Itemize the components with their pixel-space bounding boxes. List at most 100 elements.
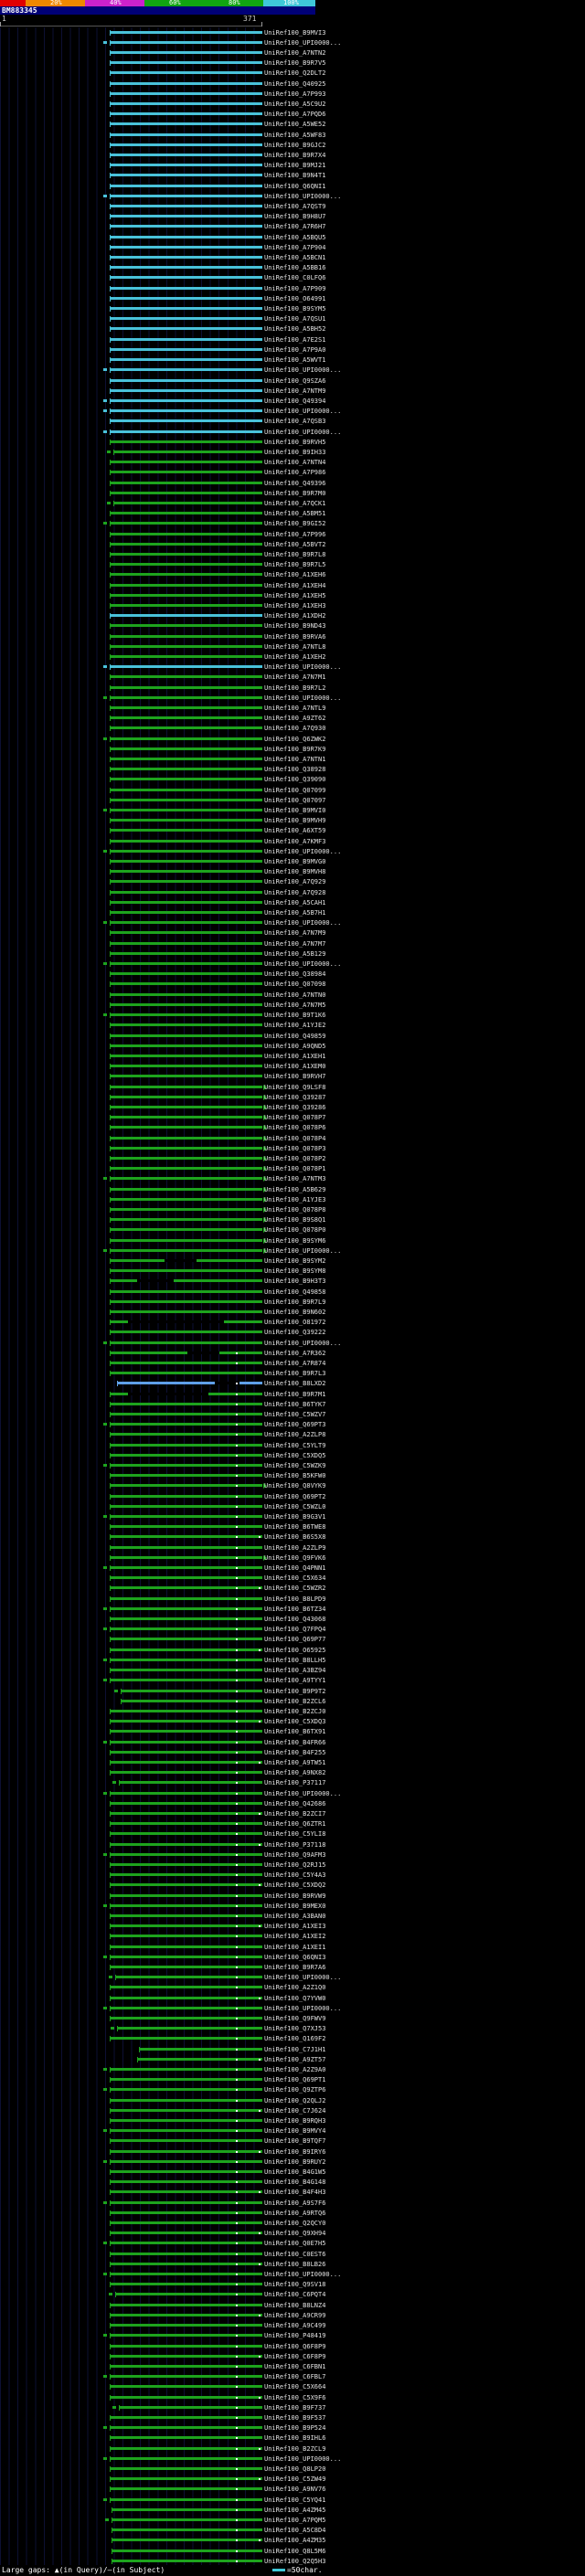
- gap-marker-dot: [236, 2325, 238, 2327]
- hit-row: UniRef100_A5BQU5: [0, 232, 585, 242]
- alignment-start-cap: [110, 2067, 111, 2073]
- hit-label: UniRef100_B9H8U7: [264, 213, 326, 221]
- gap-marker-dot: [259, 2478, 261, 2481]
- hit-row: UniRef100_A9QND5: [0, 1041, 585, 1051]
- hit-row: UniRef100_B9RVW9: [0, 1891, 585, 1901]
- gap-marker-dot: [236, 2549, 238, 2552]
- hit-label: UniRef100_A1XEH4: [264, 581, 326, 589]
- hit-label: UniRef100_Q07097: [264, 796, 326, 804]
- hit-label: UniRef100_Q9SZA6: [264, 376, 326, 385]
- alignment-fragment: [112, 1781, 116, 1785]
- hit-label: UniRef100_C6F8P9: [264, 2352, 326, 2360]
- arrow-right-icon: [263, 1483, 267, 1489]
- alignment-bar: [110, 2139, 262, 2143]
- alignment-start-cap: [110, 1125, 111, 1131]
- hit-row: UniRef100_B8LB26: [0, 2259, 585, 2269]
- alignment-bar: [110, 296, 262, 300]
- hit-label: UniRef100_A7E2S1: [264, 335, 326, 344]
- hit-label: UniRef100_Q078P3: [264, 1144, 326, 1152]
- alignment-bar: [110, 2436, 262, 2440]
- alignment-bar: [115, 1976, 262, 1979]
- hit-row: UniRef100_C5Y4A3: [0, 1871, 585, 1881]
- hit-row: UniRef100_Q078P6: [0, 1123, 585, 1133]
- alignment-bar: [110, 409, 262, 413]
- hit-label: UniRef100_UPI0000...: [264, 366, 342, 375]
- hit-row: UniRef100_B6TWE8: [0, 1522, 585, 1532]
- gap-marker-dot: [236, 1638, 238, 1641]
- alignment-bar: [110, 522, 262, 525]
- hit-row: UniRef100_B9N4T1: [0, 171, 585, 181]
- alignment-start-cap: [110, 1074, 111, 1080]
- hit-row: UniRef100_Q6QNI3: [0, 1952, 585, 1962]
- arrow-right-icon: [263, 1094, 267, 1100]
- alignment-bar: [110, 1341, 262, 1344]
- alignment-fragment: [107, 450, 111, 453]
- alignment-start-cap: [110, 1155, 111, 1161]
- alignment-start-cap: [110, 2343, 111, 2349]
- hit-row: UniRef100_B4F4H3: [0, 2188, 585, 2198]
- alignment-start-cap: [110, 2118, 111, 2125]
- alignment-bar: [110, 1105, 262, 1108]
- alignment-bar: [110, 2149, 262, 2153]
- hit-label: UniRef100_B2ZCL9: [264, 2444, 326, 2453]
- alignment-start-cap: [110, 316, 111, 323]
- alignment-start-cap: [110, 1719, 111, 1725]
- alignment-bar: [110, 685, 262, 689]
- hit-label: UniRef100_A7KMF3: [264, 837, 326, 845]
- alignment-bar: [110, 1740, 262, 1744]
- hit-label: UniRef100_Q9AFM3: [264, 1850, 326, 1859]
- hit-label: UniRef100_B9R7V5: [264, 59, 326, 68]
- hit-row: UniRef100_C5YLI8: [0, 1829, 585, 1839]
- arrow-right-icon: [263, 1206, 267, 1213]
- hit-label: UniRef100_B9R7X4: [264, 152, 326, 160]
- alignment-start-cap: [110, 2394, 111, 2401]
- hit-label: UniRef100_A5BB16: [264, 264, 326, 272]
- hit-label: UniRef100_C5YLI8: [264, 1830, 326, 1839]
- gap-marker-dot: [259, 1925, 261, 1928]
- alignment-start-cap: [110, 2261, 111, 2267]
- gap-marker-dot: [236, 1802, 238, 1805]
- alignment-bar: [110, 307, 262, 311]
- alignment-bar: [110, 30, 262, 34]
- alignment-start-cap: [110, 2210, 111, 2216]
- alignment-bar: [110, 1433, 262, 1436]
- hit-row: UniRef100_B9R7K9: [0, 744, 585, 754]
- alignment-bar: [110, 1965, 262, 1968]
- alignment-start-cap: [110, 480, 111, 486]
- hit-label: UniRef100_B9T1K6: [264, 1012, 326, 1020]
- hit-row: UniRef100_A7N7M9: [0, 928, 585, 938]
- hit-label: UniRef100_C5WZK9: [264, 1462, 326, 1470]
- hit-row: UniRef100_B9R7V5: [0, 58, 585, 69]
- hit-label: UniRef100_B9IRY6: [264, 2147, 326, 2156]
- alignment-start-cap: [110, 1985, 111, 1991]
- hit-row: UniRef100_A7E2S1: [0, 334, 585, 345]
- scale-unit-legend: =50char.: [272, 2565, 323, 2576]
- alignment-bar: [110, 1065, 262, 1068]
- hit-row: UniRef100_C5YLT9: [0, 1440, 585, 1450]
- alignment-bar: [110, 2231, 262, 2235]
- alignment-start-cap: [110, 1432, 111, 1438]
- gap-marker-dot: [259, 1812, 261, 1815]
- hit-label: UniRef100_B8LXD2: [264, 1380, 326, 1388]
- alignment-start-cap: [110, 50, 111, 56]
- hit-label: UniRef100_A7Q928: [264, 888, 326, 896]
- scale-label: 80%: [229, 0, 240, 6]
- hit-row: UniRef100_A7QST9: [0, 201, 585, 211]
- alignment-start-cap: [110, 1851, 111, 1858]
- alignment-fragment: [103, 1740, 107, 1744]
- gap-marker-dot: [236, 1987, 238, 1989]
- alignment-start-cap: [110, 1463, 111, 1469]
- alignment-bar: [110, 573, 262, 577]
- hit-label: UniRef100_A7NTM9: [264, 387, 326, 395]
- alignment-start-cap: [110, 2333, 111, 2339]
- hit-label: UniRef100_A7P909: [264, 284, 326, 292]
- gap-marker-dot: [236, 2211, 238, 2214]
- hit-label: UniRef100_A1XEH3: [264, 601, 326, 610]
- hit-label: UniRef100_C7J1H1: [264, 2045, 326, 2053]
- gap-marker-dot: [236, 2365, 238, 2368]
- hit-label: UniRef100_Q6ZWK2: [264, 735, 326, 743]
- alignment-start-cap: [110, 429, 111, 435]
- hit-row: UniRef100_A7PQM5: [0, 2515, 585, 2525]
- alignment-bar: [110, 2068, 262, 2072]
- alignment-bar: [110, 1545, 262, 1549]
